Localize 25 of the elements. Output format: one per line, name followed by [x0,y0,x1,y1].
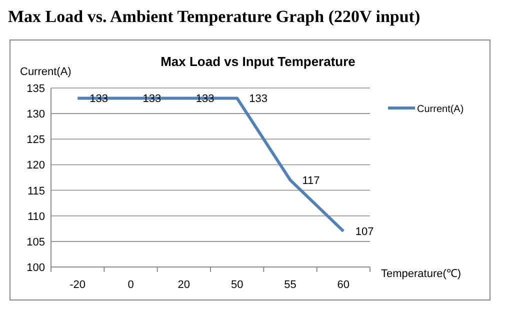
data-label: 133 [249,93,268,106]
data-label: 133 [196,93,214,106]
chart-subtitle: Max Load vs Input Temperature [160,54,356,69]
chart-title: Max Load vs. Ambient Temperature Graph (220V input) [8,7,420,26]
x-tick-label: 55 [284,279,296,291]
x-tick-label: 50 [230,279,244,291]
data-label: 133 [142,93,162,106]
y-tick-label: 130 [26,108,45,121]
legend-label: Current(A) [417,104,464,115]
y-tick-label: 120 [26,160,45,172]
x-tick-label: 0 [128,279,134,291]
data-label: 133 [90,93,108,106]
y-tick-label: 110 [27,210,45,223]
y-axis-title: Current(A) [20,66,72,78]
data-label: 117 [302,175,320,188]
y-tick-label: 105 [26,236,45,248]
y-tick-label: 100 [26,262,45,274]
y-tick-label: 115 [27,185,45,198]
y-tick-label: 135 [26,83,45,95]
x-axis-title: Temperature(℃) [381,268,462,280]
data-label: 107 [355,226,374,238]
y-tick-label: 125 [26,134,45,146]
x-tick-label: 20 [178,279,190,291]
x-tick-label: -20 [70,279,86,291]
x-tick-label: 60 [337,279,350,291]
